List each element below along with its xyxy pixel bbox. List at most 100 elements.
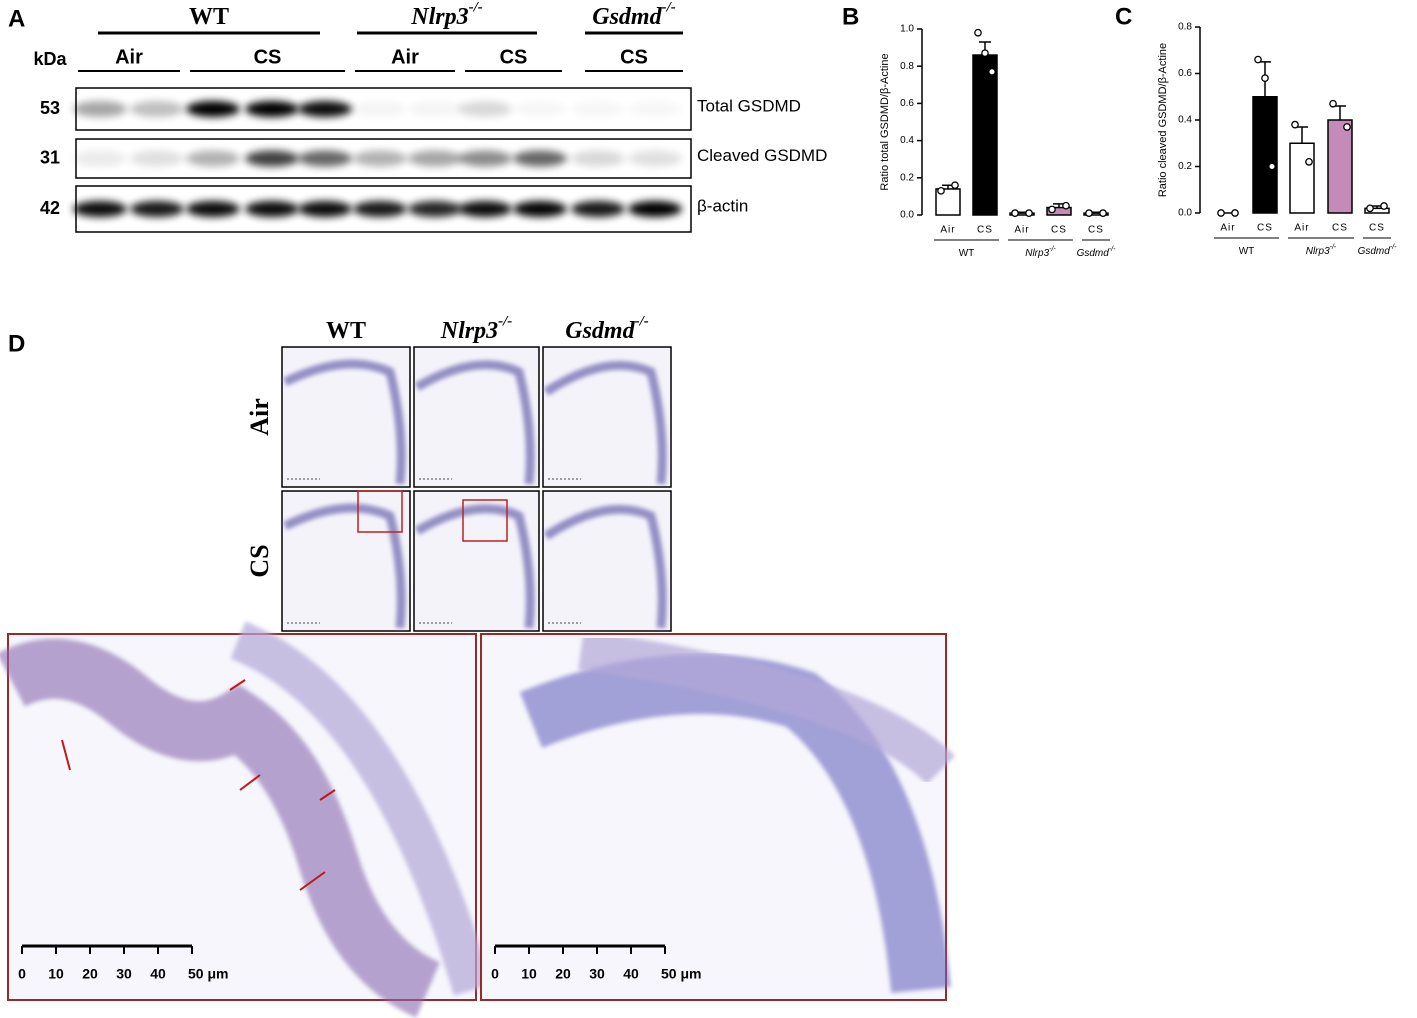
group-label-base: Nlrp3 bbox=[410, 4, 468, 30]
blot-band bbox=[245, 150, 299, 167]
group-label: Gsdmd-/- bbox=[592, 0, 676, 30]
blot-band bbox=[298, 101, 352, 117]
group-label-sup: -/- bbox=[469, 0, 483, 16]
tissue-epithelium bbox=[414, 360, 535, 485]
blot-band bbox=[628, 101, 682, 117]
tissue-epithelium bbox=[283, 359, 406, 485]
group-label: Gsdmd-/- bbox=[1358, 244, 1398, 257]
kda-value: 53 bbox=[40, 98, 60, 118]
kda-value: 42 bbox=[40, 198, 60, 218]
panel-b: B Ratio total GSDMD/β-Actine 0.0 0.2 0.4 0.6 0… bbox=[842, 3, 1116, 258]
tissue-epithelium bbox=[0, 638, 441, 1018]
blot-band bbox=[353, 101, 407, 117]
tissue-stroma bbox=[230, 621, 493, 996]
column-label-sup: -/- bbox=[498, 314, 512, 330]
group-label-base: Nlrp3 bbox=[1306, 246, 1330, 257]
blot-band bbox=[186, 150, 240, 167]
row-label: CS bbox=[245, 544, 274, 577]
y-axis-label: Ratio total GSDMD/β-Actine bbox=[879, 53, 891, 190]
blot-band bbox=[408, 150, 462, 167]
blot-band bbox=[73, 101, 127, 117]
row-label: Cleaved GSDMD bbox=[697, 146, 827, 165]
scale-label: 10 bbox=[48, 966, 64, 982]
tissue-epithelium bbox=[283, 503, 406, 629]
arrow bbox=[239, 774, 261, 791]
data-point bbox=[937, 186, 945, 195]
blot-band bbox=[571, 150, 625, 167]
group-label-base: Nlrp3 bbox=[1025, 248, 1049, 259]
x-tick-label: CS bbox=[977, 225, 993, 236]
scale-label: 20 bbox=[555, 966, 571, 982]
scale-label: 10 bbox=[521, 966, 537, 982]
y-tick-label: 0.4 bbox=[900, 135, 914, 146]
blot-band bbox=[298, 201, 352, 217]
scale-label: 20 bbox=[82, 966, 98, 982]
zoom-box bbox=[357, 490, 403, 533]
arrow bbox=[319, 789, 336, 801]
tissue-epithelium bbox=[543, 504, 667, 629]
subgroup-label: Air bbox=[115, 46, 143, 68]
data-point bbox=[1254, 55, 1262, 64]
panel-letter: D bbox=[8, 330, 25, 357]
subgroup-label: CS bbox=[620, 46, 648, 68]
kda-label: kDa bbox=[33, 49, 67, 69]
bar bbox=[1289, 142, 1315, 214]
group-label: WT bbox=[959, 248, 975, 259]
blot-band bbox=[513, 201, 567, 217]
group-label-sup: -/- bbox=[1390, 244, 1397, 251]
bar bbox=[1327, 119, 1353, 214]
y-tick-label: 0.0 bbox=[900, 210, 914, 221]
blot-band bbox=[458, 101, 512, 117]
column-label-base: WT bbox=[326, 318, 366, 344]
x-tick-label: CS bbox=[1051, 225, 1067, 236]
column-label-sup: -/- bbox=[635, 314, 649, 330]
group-label: Nlrp3-/- bbox=[1306, 244, 1337, 257]
data-point bbox=[1085, 209, 1093, 217]
tissue-stroma bbox=[578, 630, 956, 785]
column-label: Gsdmd-/- bbox=[565, 314, 649, 344]
blot-band bbox=[408, 101, 462, 117]
panel-letter: A bbox=[8, 5, 25, 32]
data-point bbox=[1261, 74, 1269, 83]
data-point bbox=[1305, 158, 1313, 166]
data-point bbox=[1048, 205, 1056, 214]
x-tick-label: Air bbox=[1220, 223, 1235, 234]
arrow bbox=[229, 679, 246, 691]
y-tick-label: 0.0 bbox=[1178, 208, 1192, 219]
tissue-thumb bbox=[413, 490, 540, 632]
blot-band bbox=[353, 201, 407, 217]
blot-band bbox=[408, 201, 462, 217]
scale-label: 40 bbox=[623, 966, 639, 982]
x-tick-label: CS bbox=[1257, 223, 1273, 234]
blot-band bbox=[186, 201, 240, 217]
data-point bbox=[1268, 162, 1276, 171]
blot-band bbox=[245, 101, 299, 117]
data-point bbox=[1343, 123, 1351, 131]
group-label: Nlrp3-/- bbox=[1025, 246, 1056, 259]
blot-band bbox=[628, 150, 682, 167]
y-tick-label: 1.0 bbox=[900, 24, 914, 35]
group-label: Nlrp3-/- bbox=[410, 0, 483, 30]
error-bar bbox=[1334, 105, 1346, 120]
scale-label: 0 bbox=[18, 966, 26, 982]
blot-band bbox=[513, 101, 567, 117]
blot-band bbox=[73, 201, 127, 217]
blot-band bbox=[298, 150, 352, 167]
data-point bbox=[1025, 209, 1033, 217]
subgroup-label: CS bbox=[254, 46, 282, 68]
scale-label: 50 μm bbox=[188, 966, 228, 982]
row-label: Air bbox=[245, 398, 274, 436]
x-tick-label: Air bbox=[940, 225, 955, 236]
blot-band bbox=[513, 150, 567, 167]
row-label: Total GSDMD bbox=[697, 96, 801, 115]
scale-label: 40 bbox=[150, 966, 166, 982]
group-label: Gsdmd-/- bbox=[1077, 246, 1117, 259]
group-label-sup: -/- bbox=[662, 0, 676, 16]
blot-band bbox=[186, 101, 240, 117]
y-tick-label: 0.8 bbox=[1178, 22, 1192, 33]
scale-label: 0 bbox=[491, 966, 499, 982]
tissue-epithelium bbox=[414, 504, 535, 629]
blot-band bbox=[130, 101, 184, 117]
